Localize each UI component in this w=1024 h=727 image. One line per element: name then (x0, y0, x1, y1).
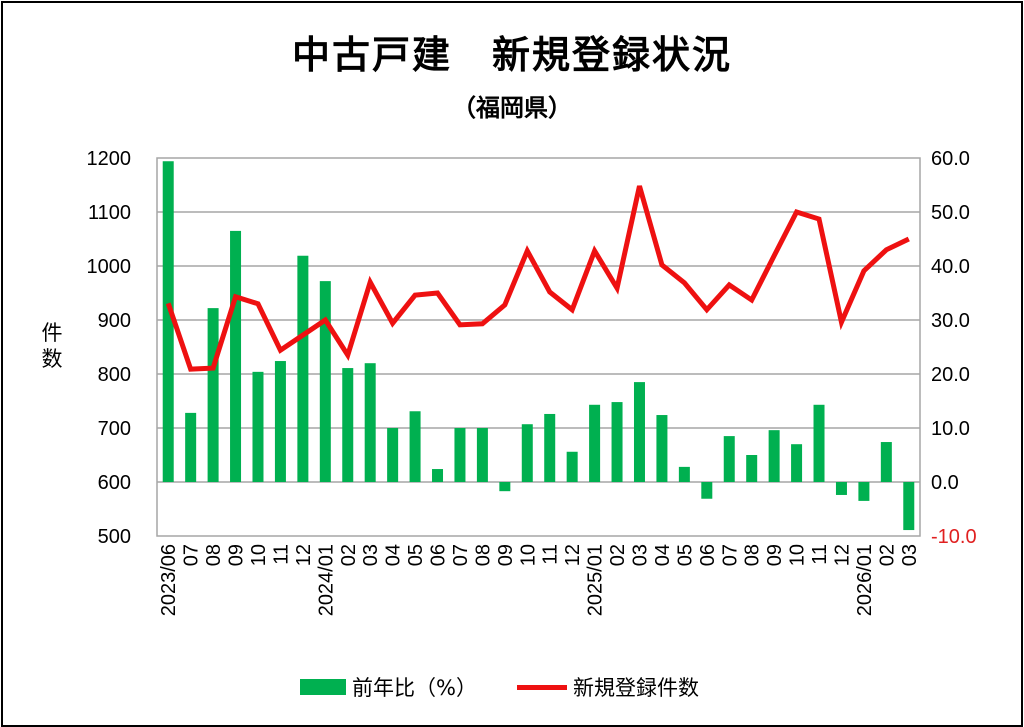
bar-2023/06 (162, 161, 174, 483)
left-tick-label: 800 (98, 364, 131, 386)
bar-10 (521, 424, 533, 482)
x-tick-label: 02 (607, 544, 629, 566)
bar-11 (544, 413, 556, 482)
x-tick-label: 02 (876, 544, 898, 566)
chart-title: 中古戸建 新規登録状況 (291, 33, 732, 77)
plot-area (156, 157, 921, 537)
x-tick-label: 09 (764, 544, 786, 566)
x-tick-label: 08 (742, 544, 764, 566)
bar-06 (701, 482, 713, 499)
bar-07 (454, 428, 466, 482)
x-tick-label: 2025/01 (585, 544, 607, 616)
bar-03 (364, 363, 376, 482)
x-tick-label: 12 (831, 544, 853, 566)
bar-07 (185, 412, 197, 482)
chart-subtitle: （福岡県） (452, 94, 572, 122)
right-tick-label: 60.0 (931, 148, 970, 170)
x-tick-label: 05 (405, 544, 427, 566)
bar-03 (633, 382, 645, 482)
right-tick-label: 10.0 (931, 418, 970, 440)
x-tick-label: 06 (428, 544, 450, 566)
bar-07 (723, 436, 735, 482)
bar-02 (611, 402, 623, 482)
x-tick-label: 08 (472, 544, 494, 566)
x-tick-label: 09 (226, 544, 248, 566)
bar-04 (387, 428, 399, 482)
x-tick-label: 03 (629, 544, 651, 566)
left-tick-label: 1200 (87, 148, 132, 170)
bar-08 (476, 428, 488, 482)
right-tick-label: 30.0 (931, 310, 970, 332)
bar-12 (297, 255, 309, 482)
x-tick-label: 11 (540, 544, 562, 565)
bar-05 (678, 466, 690, 482)
x-tick-label: 08 (203, 544, 225, 566)
x-tick-label: 07 (181, 544, 203, 566)
right-tick-label: 40.0 (931, 256, 970, 278)
bar-05 (409, 411, 421, 482)
x-tick-label: 2023/06 (158, 544, 180, 616)
bar-02 (342, 368, 354, 482)
left-tick-label: 900 (98, 310, 131, 332)
x-tick-label: 12 (562, 544, 584, 566)
x-tick-label: 09 (495, 544, 517, 566)
right-tick-label: 20.0 (931, 364, 970, 386)
right-tick-label: 50.0 (931, 202, 970, 224)
bar-09 (499, 482, 511, 492)
bar-04 (656, 415, 668, 482)
bar-09 (230, 230, 242, 482)
x-tick-label: 11 (270, 544, 292, 565)
bar-12 (566, 451, 578, 482)
bar-10 (252, 371, 264, 482)
bar-08 (746, 455, 758, 482)
x-tick-label: 04 (383, 544, 405, 566)
x-tick-label: 2024/01 (315, 544, 337, 616)
left-tick-label: 700 (98, 418, 131, 440)
x-tick-label: 06 (697, 544, 719, 566)
bar-2024/01 (319, 281, 331, 482)
right-tick-label: 0.0 (931, 472, 959, 494)
bar-08 (207, 308, 219, 482)
x-tick-label: 07 (719, 544, 741, 566)
line-series (165, 185, 910, 372)
x-tick-label: 10 (787, 544, 809, 566)
x-tick-label: 03 (899, 544, 921, 566)
right-tick-label: -10.0 (931, 526, 977, 548)
bar-03 (903, 482, 915, 531)
bar-02 (880, 442, 892, 482)
legend: 前年比（%） 新規登録件数 (300, 672, 699, 702)
x-tick-label: 02 (338, 544, 360, 566)
x-tick-label: 07 (450, 544, 472, 566)
bar-10 (791, 444, 803, 482)
x-tick-label: 12 (293, 544, 315, 566)
x-tick-label: 10 (248, 544, 270, 566)
x-tick-label: 03 (360, 544, 382, 566)
left-tick-label: 500 (98, 526, 131, 548)
bar-11 (813, 404, 825, 482)
bar-06 (432, 469, 444, 482)
bar-12 (835, 482, 847, 495)
legend-line-swatch (516, 684, 567, 690)
bar-09 (768, 430, 780, 482)
legend-line-label: 新規登録件数 (572, 676, 699, 700)
left-tick-label: 600 (98, 472, 131, 494)
x-tick-label: 11 (809, 544, 831, 565)
left-tick-label: 1000 (87, 256, 132, 278)
y-axis-label: 件数 (41, 321, 63, 371)
legend-bar-label: 前年比（%） (352, 676, 477, 700)
x-tick-label: 2026/01 (854, 544, 876, 616)
x-tick-label: 10 (517, 544, 539, 566)
bar-2025/01 (589, 404, 601, 482)
bar-11 (274, 361, 286, 482)
legend-bar-swatch (300, 679, 346, 695)
left-tick-label: 1100 (88, 202, 131, 224)
x-tick-label: 04 (652, 544, 674, 566)
x-tick-label: 05 (674, 544, 696, 566)
bar-2026/01 (858, 482, 870, 501)
